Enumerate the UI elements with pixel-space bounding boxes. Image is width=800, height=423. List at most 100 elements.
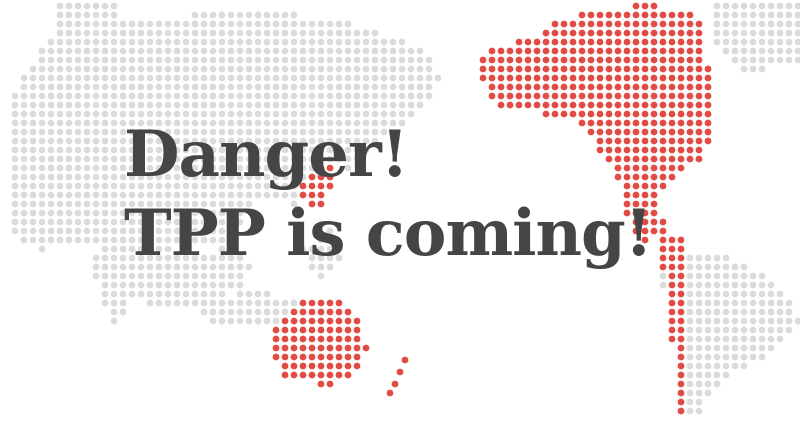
map-dot <box>164 128 172 136</box>
map-dot-highlight <box>623 29 631 37</box>
map-dot <box>686 299 694 307</box>
map-dot-highlight <box>650 137 658 145</box>
map-dot <box>317 272 325 280</box>
map-dot-highlight <box>641 209 649 217</box>
map-dot <box>155 101 163 109</box>
map-dot <box>146 200 154 208</box>
map-dot <box>110 182 118 190</box>
map-dot <box>65 200 73 208</box>
map-dot-highlight <box>587 110 595 118</box>
map-dot <box>218 164 226 172</box>
map-dot <box>83 92 91 100</box>
map-dot-highlight <box>605 119 613 127</box>
map-dot-highlight <box>632 164 640 172</box>
map-dot <box>155 137 163 145</box>
map-dot-highlight <box>596 83 604 91</box>
map-dot <box>389 119 397 127</box>
map-dot <box>137 137 145 145</box>
map-dot <box>20 209 28 217</box>
map-dot-highlight <box>335 362 343 370</box>
map-dot <box>74 236 82 244</box>
map-dot <box>236 92 244 100</box>
map-dot <box>110 20 118 28</box>
map-dot <box>749 2 757 10</box>
map-dot <box>92 236 100 244</box>
map-dot <box>164 218 172 226</box>
map-dot <box>722 362 730 370</box>
map-dot <box>164 164 172 172</box>
map-dot <box>173 155 181 163</box>
map-dot-highlight <box>542 110 550 118</box>
map-dot <box>56 236 64 244</box>
map-dot-highlight <box>614 65 622 73</box>
map-dot-highlight <box>533 92 541 100</box>
map-dot-highlight <box>308 335 316 343</box>
map-dot <box>92 101 100 109</box>
map-dot <box>20 137 28 145</box>
map-dot <box>65 218 73 226</box>
map-dot-highlight <box>391 380 399 388</box>
map-dot <box>38 47 46 55</box>
map-dot <box>137 272 145 280</box>
map-dot <box>380 119 388 127</box>
map-dot-highlight <box>632 38 640 46</box>
map-dot-highlight <box>614 56 622 64</box>
map-dot <box>758 344 766 352</box>
map-dot <box>389 110 397 118</box>
map-dot-highlight <box>614 20 622 28</box>
map-dot-highlight <box>668 326 676 334</box>
map-dot <box>200 254 208 262</box>
map-dot-highlight <box>623 155 631 163</box>
map-dot <box>146 146 154 154</box>
map-dot <box>272 65 280 73</box>
map-dot <box>200 182 208 190</box>
map-dot-highlight <box>686 92 694 100</box>
map-dot <box>29 218 37 226</box>
map-dot <box>326 263 334 271</box>
map-dot <box>137 119 145 127</box>
map-dot-highlight <box>632 83 640 91</box>
map-dot <box>335 119 343 127</box>
map-dot-highlight <box>290 308 298 316</box>
map-dot <box>371 47 379 55</box>
map-dot <box>74 110 82 118</box>
map-dot <box>326 56 334 64</box>
map-dot <box>182 155 190 163</box>
map-dot <box>92 227 100 235</box>
map-dot <box>65 236 73 244</box>
map-dot-highlight <box>326 173 334 181</box>
map-dot <box>128 227 136 235</box>
map-dot-highlight <box>488 56 496 64</box>
map-dot <box>317 20 325 28</box>
map-dot <box>146 83 154 91</box>
map-dot <box>362 101 370 109</box>
map-dot <box>758 29 766 37</box>
map-dot <box>236 146 244 154</box>
map-dot-highlight <box>551 101 559 109</box>
map-dot-highlight <box>668 254 676 262</box>
map-dot <box>20 101 28 109</box>
map-dot-highlight <box>623 173 631 181</box>
map-dot <box>290 56 298 64</box>
map-dot <box>335 83 343 91</box>
map-dot-highlight <box>344 326 352 334</box>
map-dot <box>11 182 19 190</box>
map-dot-highlight <box>515 56 523 64</box>
map-dot-highlight <box>479 65 487 73</box>
map-dot <box>137 38 145 46</box>
map-dot <box>146 299 154 307</box>
map-dot-highlight <box>587 92 595 100</box>
map-dot <box>263 29 271 37</box>
map-dot <box>146 173 154 181</box>
map-dot-highlight <box>677 110 685 118</box>
map-dot-highlight <box>650 146 658 154</box>
map-dot <box>731 335 739 343</box>
map-dot <box>218 119 226 127</box>
map-dot <box>218 65 226 73</box>
map-dot <box>254 182 262 190</box>
map-dot <box>164 56 172 64</box>
map-dot <box>173 227 181 235</box>
map-dot <box>65 227 73 235</box>
map-dot <box>191 29 199 37</box>
map-dot-highlight <box>272 344 280 352</box>
